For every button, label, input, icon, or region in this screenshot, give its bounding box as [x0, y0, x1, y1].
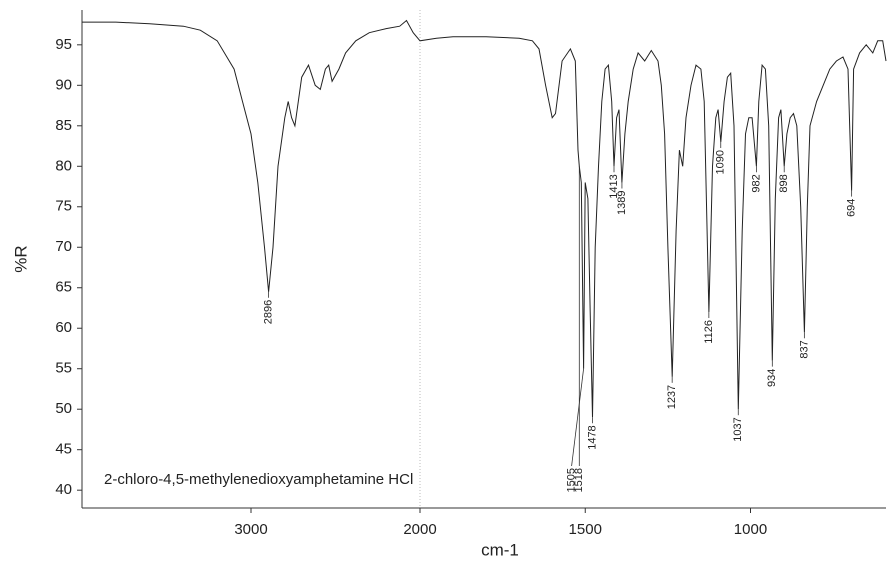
y-tick-label: 80 [55, 157, 72, 174]
y-tick-label: 95 [55, 36, 72, 53]
peak-label: 1505 [566, 468, 578, 492]
y-axis-label: %R [11, 245, 30, 272]
spectrum-line [82, 21, 886, 418]
peak-label: 1037 [732, 417, 744, 441]
peak-label: 837 [798, 340, 810, 358]
y-tick-label: 55 [55, 360, 72, 377]
peak-label: 1090 [715, 150, 727, 174]
peak-label: 1126 [703, 320, 715, 344]
x-tick-label: 3000 [234, 521, 267, 538]
y-tick-label: 65 [55, 279, 72, 296]
x-axis-label: cm-1 [481, 540, 519, 559]
y-tick-label: 45 [55, 441, 72, 458]
y-tick-label: 75 [55, 198, 72, 215]
y-tick-label: 85 [55, 117, 72, 134]
x-tick-label: 1500 [569, 521, 602, 538]
peak-label: 1389 [616, 190, 628, 214]
peak-label: 898 [778, 174, 790, 192]
x-tick-label: 2000 [403, 521, 436, 538]
y-tick-label: 40 [55, 481, 72, 498]
y-tick-label: 70 [55, 238, 72, 255]
peak-label: 694 [846, 199, 858, 217]
y-tick-label: 90 [55, 76, 72, 93]
peak-label: 1478 [586, 425, 598, 449]
annotation: 2-chloro-4,5-methylenedioxyamphetamine H… [104, 471, 413, 488]
peak-label: 1237 [666, 385, 678, 409]
peak-label: 934 [766, 369, 778, 387]
peak-label: 2896 [262, 300, 274, 324]
y-tick-label: 50 [55, 400, 72, 417]
peak-label: 982 [750, 174, 762, 192]
x-tick-label: 1000 [734, 521, 767, 538]
y-tick-label: 60 [55, 319, 72, 336]
peak-leader [572, 369, 584, 466]
